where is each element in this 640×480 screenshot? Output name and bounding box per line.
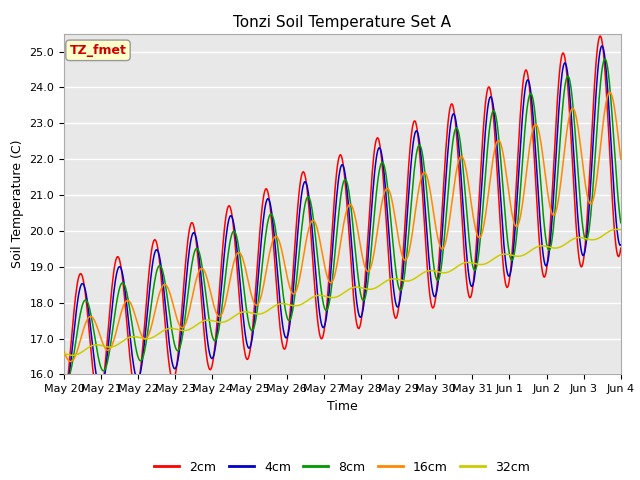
16cm [128, 303, 136, 309]
8cm [71, 345, 79, 351]
32cm [185, 327, 193, 333]
8cm [428, 239, 435, 244]
4cm [426, 271, 434, 277]
Legend: 2cm, 4cm, 8cm, 16cm, 32cm: 2cm, 4cm, 8cm, 16cm, 32cm [150, 456, 535, 479]
32cm [428, 268, 435, 274]
32cm [60, 351, 68, 357]
Text: TZ_fmet: TZ_fmet [70, 44, 127, 57]
8cm [214, 330, 222, 336]
16cm [606, 89, 614, 95]
16cm [71, 354, 79, 360]
Y-axis label: Soil Temperature (C): Soil Temperature (C) [11, 140, 24, 268]
4cm [184, 259, 192, 265]
2cm [596, 33, 604, 39]
Line: 4cm: 4cm [64, 46, 621, 399]
8cm [602, 56, 609, 62]
8cm [185, 285, 193, 291]
4cm [70, 328, 78, 334]
16cm [185, 311, 193, 316]
32cm [71, 352, 79, 358]
4cm [214, 329, 221, 335]
2cm [70, 308, 78, 313]
8cm [128, 323, 136, 328]
4cm [617, 242, 625, 248]
4cm [410, 135, 418, 141]
Line: 8cm: 8cm [64, 59, 621, 381]
32cm [612, 227, 620, 232]
2cm [410, 119, 418, 124]
8cm [63, 378, 70, 384]
16cm [617, 156, 625, 162]
32cm [214, 319, 222, 325]
4cm [598, 43, 606, 49]
8cm [411, 162, 419, 168]
16cm [214, 313, 222, 319]
X-axis label: Time: Time [327, 400, 358, 413]
16cm [67, 359, 75, 364]
16cm [60, 349, 68, 355]
32cm [411, 276, 419, 281]
Title: Tonzi Soil Temperature Set A: Tonzi Soil Temperature Set A [234, 15, 451, 30]
4cm [127, 346, 135, 351]
8cm [60, 375, 68, 381]
Line: 32cm: 32cm [64, 229, 621, 355]
16cm [411, 213, 419, 218]
2cm [184, 237, 192, 243]
2cm [617, 245, 625, 251]
32cm [128, 334, 136, 339]
2cm [426, 296, 434, 301]
32cm [68, 352, 76, 358]
2cm [60, 403, 68, 409]
16cm [428, 193, 435, 199]
Line: 2cm: 2cm [64, 36, 621, 406]
8cm [617, 220, 625, 226]
2cm [214, 315, 221, 321]
Line: 16cm: 16cm [64, 92, 621, 361]
32cm [617, 227, 625, 233]
2cm [127, 368, 135, 373]
4cm [60, 396, 68, 402]
